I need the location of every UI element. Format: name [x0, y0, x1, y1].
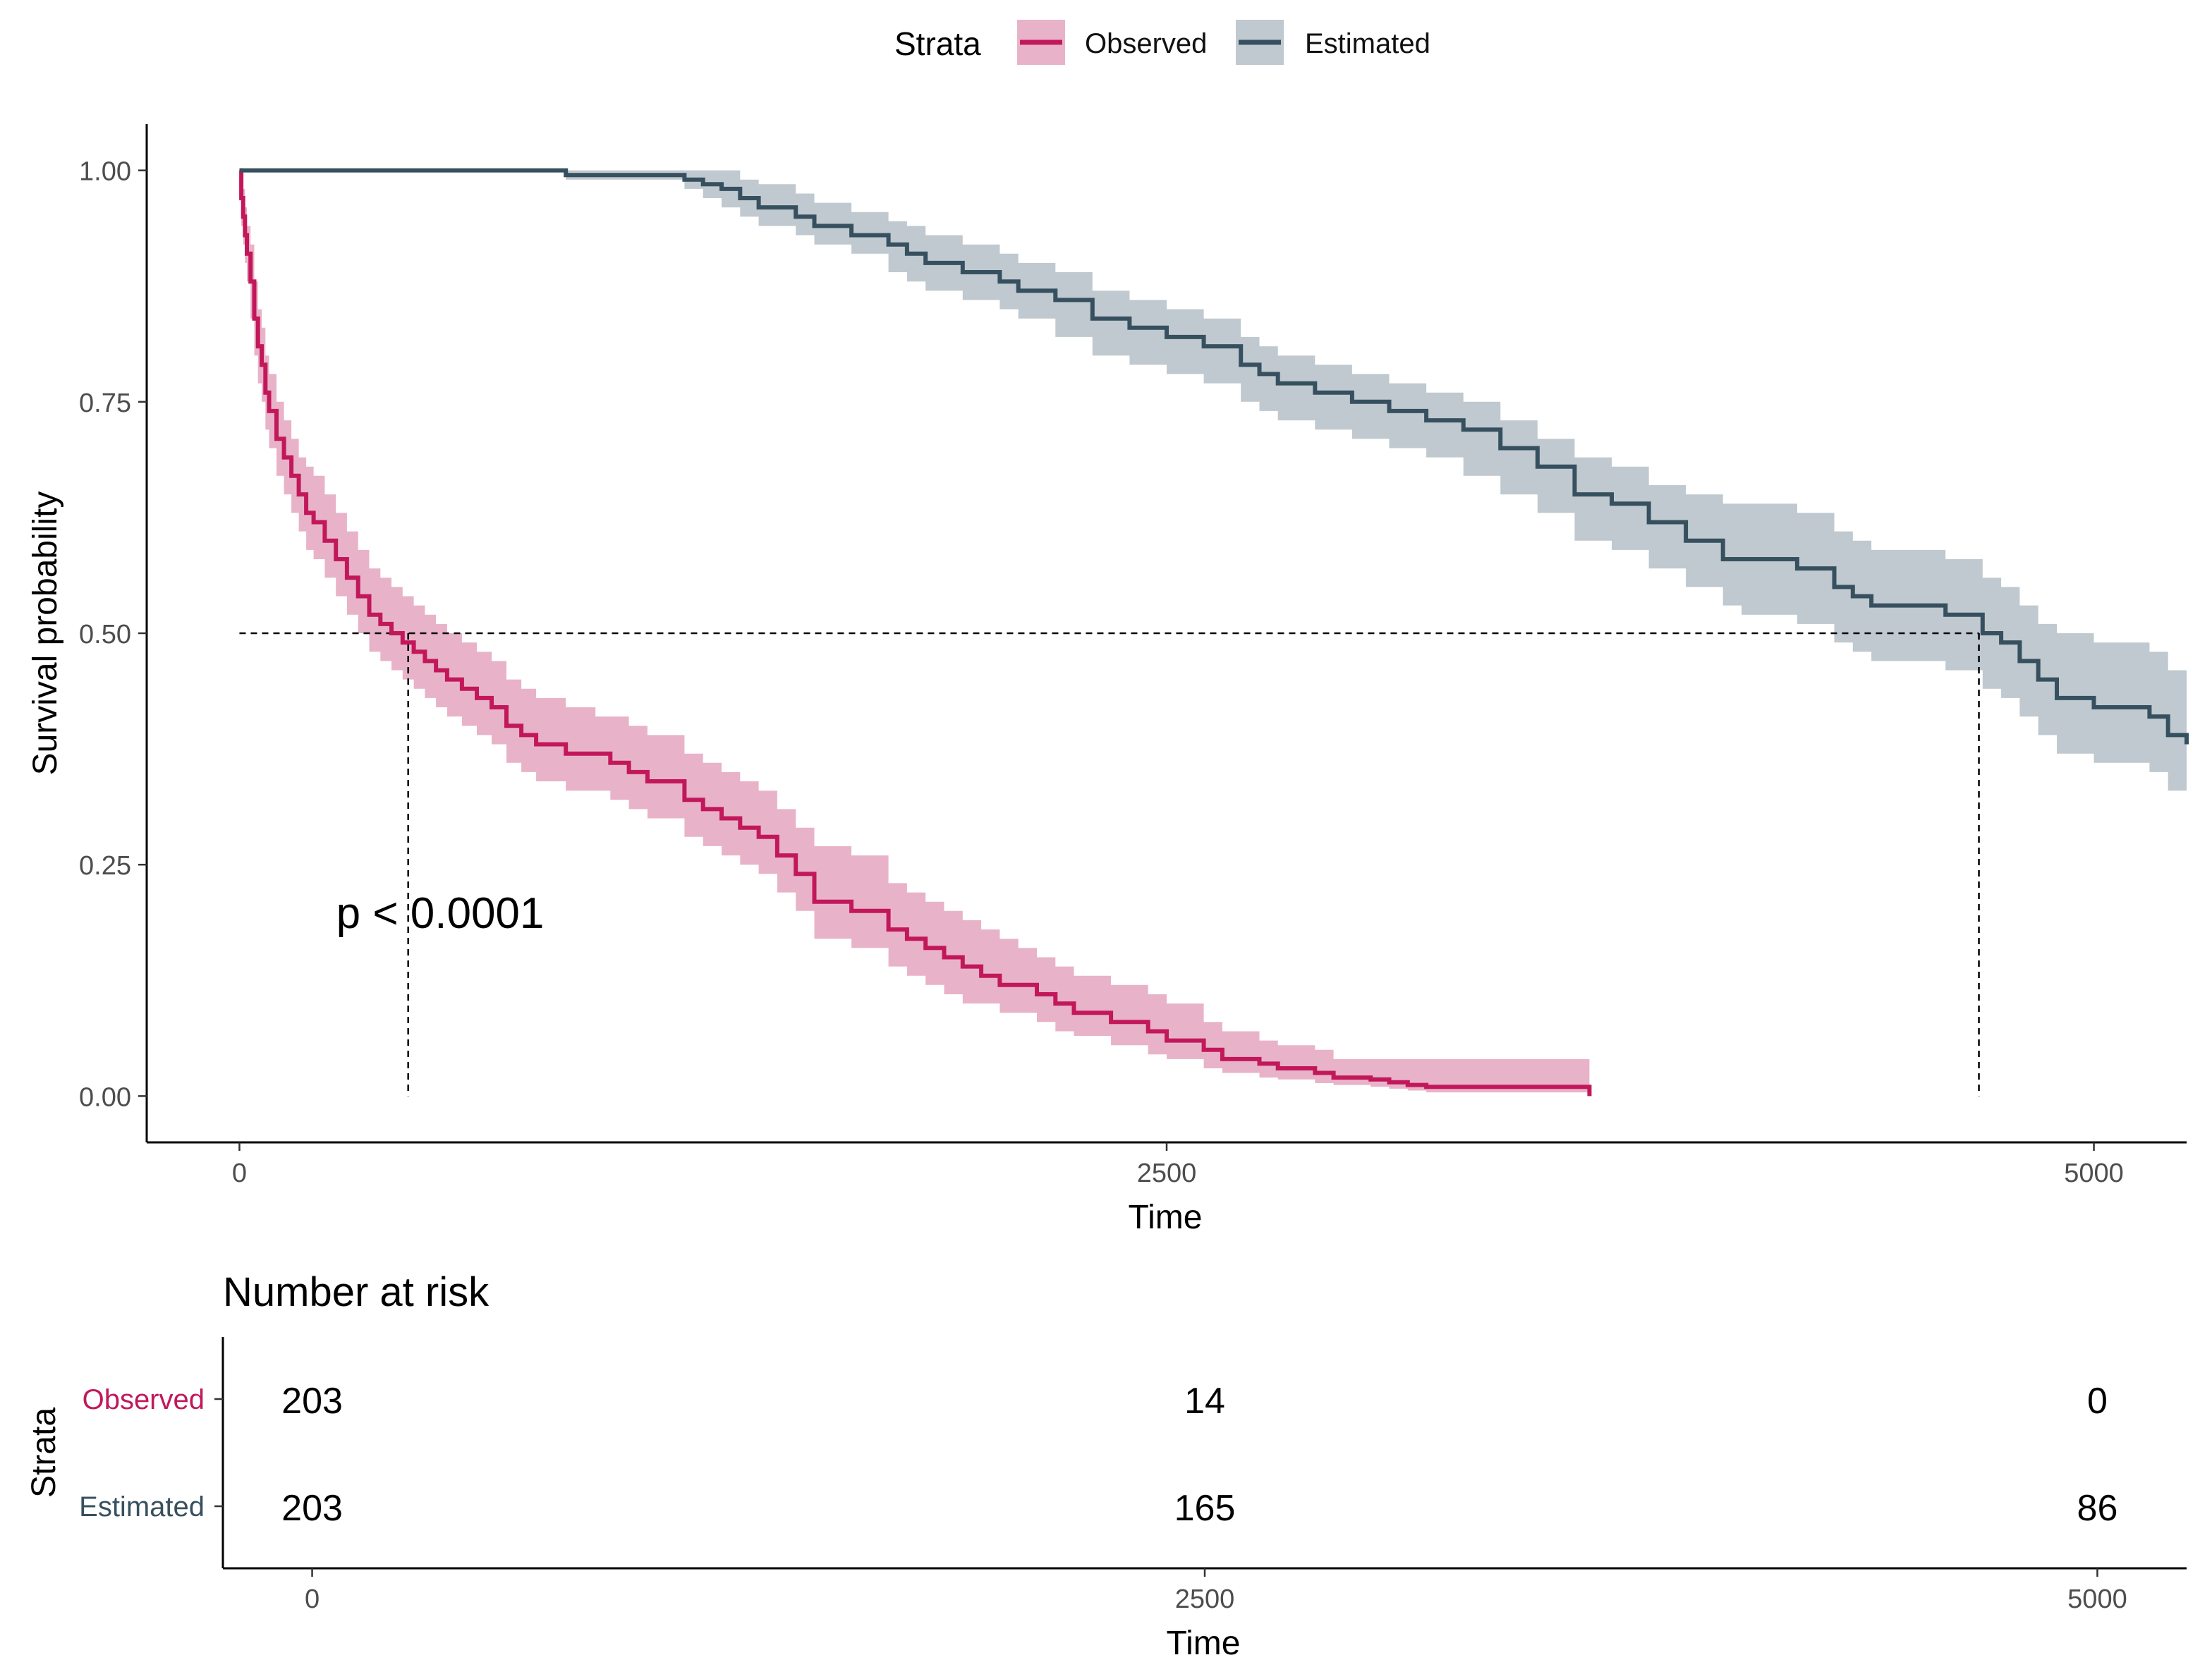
x-tick-label: 5000 — [2064, 1159, 2124, 1188]
risk-y-axis-title: Strata — [25, 1408, 63, 1498]
risk-x-axis-title: Time — [1167, 1625, 1241, 1662]
risk-count-observed: 0 — [2087, 1381, 2108, 1422]
risk-table-title: Number at risk — [223, 1269, 490, 1315]
legend-label-estimated: Estimated — [1305, 28, 1430, 59]
legend: Strata Observed Estimated — [894, 20, 1430, 65]
risk-table: Number at risk Observed 203 14 0 Estimated 20… — [25, 1269, 2187, 1662]
confidence-band-observed — [239, 170, 1590, 1097]
risk-x-tick-label: 5000 — [2067, 1585, 2127, 1614]
y-axis-title: Survival probability — [27, 492, 64, 776]
y-tick-label: 1.00 — [79, 157, 131, 187]
risk-x-tick-label: 2500 — [1175, 1585, 1235, 1614]
risk-table-rows: Observed 203 14 0 Estimated 203 165 86 — [79, 1381, 2117, 1529]
risk-x-tick-label: 0 — [305, 1585, 320, 1614]
risk-row-label-estimated: Estimated — [79, 1491, 205, 1522]
risk-row-label-observed: Observed — [83, 1384, 205, 1415]
y-tick-label: 0.25 — [79, 851, 131, 881]
x-tick-label: 2500 — [1137, 1159, 1197, 1188]
x-axis-title: Time — [1129, 1199, 1203, 1236]
y-tick-label: 0.75 — [79, 389, 131, 418]
x-axis-ticks: 0 2500 5000 — [232, 1142, 2124, 1188]
y-tick-label: 0.50 — [79, 620, 131, 649]
risk-count-observed: 14 — [1184, 1381, 1225, 1422]
y-axis-ticks: 0.00 0.25 0.50 0.75 1.00 — [79, 157, 147, 1112]
legend-title: Strata — [894, 25, 981, 62]
x-tick-label: 0 — [232, 1159, 247, 1188]
legend-label-observed: Observed — [1085, 28, 1207, 59]
risk-count-observed: 203 — [281, 1381, 343, 1422]
confidence-bands — [239, 170, 2187, 1097]
median-reference-lines — [239, 632, 1980, 1097]
survival-curve-estimated — [239, 168, 2189, 745]
y-tick-label: 0.00 — [79, 1082, 131, 1112]
p-value-annotation: p < 0.0001 — [336, 889, 545, 938]
risk-x-axis-ticks: 0 2500 5000 — [305, 1568, 2127, 1614]
survival-curves — [239, 168, 2189, 1097]
km-plot: 0.00 0.25 0.50 0.75 1.00 0 2500 5000 p < 0.000… — [27, 124, 2189, 1236]
risk-count-estimated: 203 — [281, 1488, 343, 1529]
risk-count-estimated: 86 — [2077, 1488, 2118, 1529]
risk-count-estimated: 165 — [1174, 1488, 1236, 1529]
survival-curve-observed — [239, 168, 1592, 1097]
